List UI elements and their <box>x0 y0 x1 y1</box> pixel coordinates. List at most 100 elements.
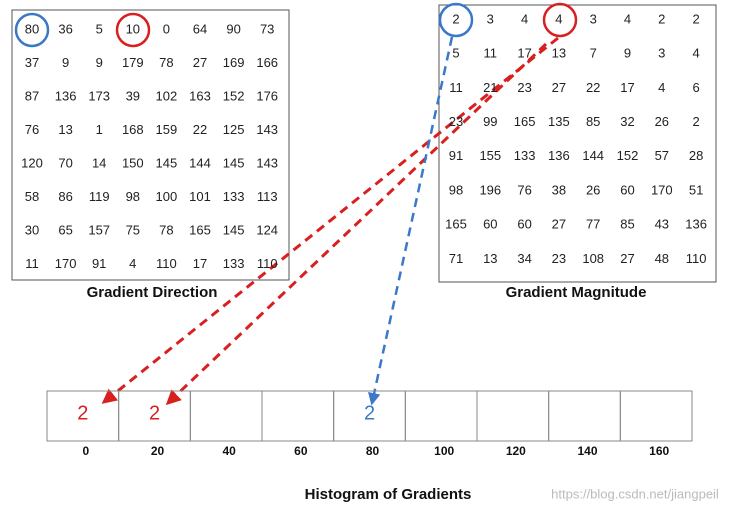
grid-cell: 7 <box>590 46 597 61</box>
grid-cell: 91 <box>449 148 463 163</box>
bin-value: 2 <box>149 402 160 424</box>
grid-cell: 23 <box>449 114 463 129</box>
grid-cell: 23 <box>517 80 531 95</box>
grid-cell: 5 <box>96 21 103 36</box>
grid-cell: 76 <box>25 122 39 137</box>
grid-cell: 22 <box>193 122 207 137</box>
histogram-bin <box>476 390 550 442</box>
grid-cell: 9 <box>624 46 631 61</box>
grid-cell: 101 <box>189 189 211 204</box>
grid-cell: 4 <box>521 11 528 26</box>
grid-cell: 143 <box>256 155 278 170</box>
histogram-bin <box>189 390 263 442</box>
grid-cell: 75 <box>126 222 140 237</box>
grid-cell: 9 <box>96 55 103 70</box>
grid-cell: 32 <box>620 114 634 129</box>
grid-cell: 23 <box>552 251 566 266</box>
grid-cell: 163 <box>189 88 211 103</box>
grid-cell: 165 <box>514 114 536 129</box>
grid-cell: 58 <box>25 189 39 204</box>
grid-cell: 64 <box>193 21 207 36</box>
watermark: https://blog.csdn.net/jiangpeil <box>551 486 719 501</box>
grid-cell: 155 <box>479 148 501 163</box>
grid-cell: 51 <box>689 182 703 197</box>
grid-cell: 90 <box>226 21 240 36</box>
bin-value: 2 <box>364 402 375 424</box>
grid-cell: 11 <box>25 256 39 271</box>
grid-cell: 110 <box>257 256 278 271</box>
grid-cell: 60 <box>517 217 531 232</box>
grid-cell: 165 <box>445 217 467 232</box>
grid-cell: 6 <box>692 80 699 95</box>
grid-cell: 73 <box>260 21 274 36</box>
grid-cell: 38 <box>552 182 566 197</box>
grid-cell: 5 <box>452 46 459 61</box>
bin-label: 80 <box>366 444 380 458</box>
red-arrow <box>165 42 548 406</box>
grid-cell: 3 <box>658 46 665 61</box>
direction-box <box>11 9 290 281</box>
grid-cell: 124 <box>256 222 278 237</box>
grid-cell: 110 <box>156 256 177 271</box>
grid-cell: 145 <box>223 222 245 237</box>
red-arrow <box>101 36 559 404</box>
grid-cell: 166 <box>256 55 278 70</box>
grid-cell: 48 <box>655 251 669 266</box>
red-circle <box>115 12 151 48</box>
grid-cell: 86 <box>58 189 72 204</box>
grid-cell: 17 <box>193 256 207 271</box>
histogram-bin <box>261 390 335 442</box>
grid-cell: 17 <box>517 46 531 61</box>
grid-cell: 176 <box>256 88 278 103</box>
grid-cell: 3 <box>590 11 597 26</box>
grid-cell: 136 <box>548 148 570 163</box>
grid-cell: 100 <box>156 189 178 204</box>
grid-cell: 152 <box>223 88 245 103</box>
histogram-bin <box>548 390 621 442</box>
bin-label: 40 <box>222 444 236 458</box>
grid-cell: 145 <box>156 155 178 170</box>
grid-cell: 77 <box>586 217 600 232</box>
blue-circle <box>14 12 50 48</box>
grid-cell: 133 <box>514 148 536 163</box>
grid-cell: 91 <box>92 256 106 271</box>
histogram-bin <box>619 390 693 442</box>
grid-cell: 10 <box>126 21 140 36</box>
grid-cell: 60 <box>620 182 634 197</box>
grid-cell: 98 <box>449 182 463 197</box>
grid-cell: 4 <box>692 46 699 61</box>
grid-cell: 110 <box>686 251 707 266</box>
grid-cell: 39 <box>126 88 140 103</box>
magnitude-label: Gradient Magnitude <box>506 284 647 301</box>
histogram-bin <box>404 390 478 442</box>
grid-cell: 4 <box>658 80 665 95</box>
grid-cell: 136 <box>685 217 707 232</box>
grid-cell: 26 <box>655 114 669 129</box>
grid-cell: 119 <box>89 189 110 204</box>
bin-label: 160 <box>649 444 669 458</box>
blue-circle <box>438 2 474 38</box>
grid-cell: 144 <box>582 148 604 163</box>
grid-cell: 87 <box>25 88 39 103</box>
grid-cell: 4 <box>624 11 631 26</box>
grid-cell: 78 <box>159 222 173 237</box>
grid-cell: 2 <box>692 11 699 26</box>
grid-cell: 36 <box>58 21 72 36</box>
grid-cell: 27 <box>193 55 207 70</box>
grid-cell: 170 <box>55 256 77 271</box>
grid-cell: 14 <box>92 155 106 170</box>
grid-cell: 9 <box>62 55 69 70</box>
grid-cell: 3 <box>487 11 494 26</box>
direction-label: Gradient Direction <box>87 284 218 301</box>
grid-cell: 17 <box>620 80 634 95</box>
grid-cell: 145 <box>223 155 245 170</box>
grid-cell: 71 <box>449 251 463 266</box>
bin-label: 140 <box>577 444 597 458</box>
grid-cell: 27 <box>552 80 566 95</box>
grid-cell: 2 <box>658 11 665 26</box>
grid-cell: 22 <box>586 80 600 95</box>
grid-cell: 99 <box>483 114 497 129</box>
grid-cell: 196 <box>479 182 501 197</box>
grid-cell: 13 <box>483 251 497 266</box>
